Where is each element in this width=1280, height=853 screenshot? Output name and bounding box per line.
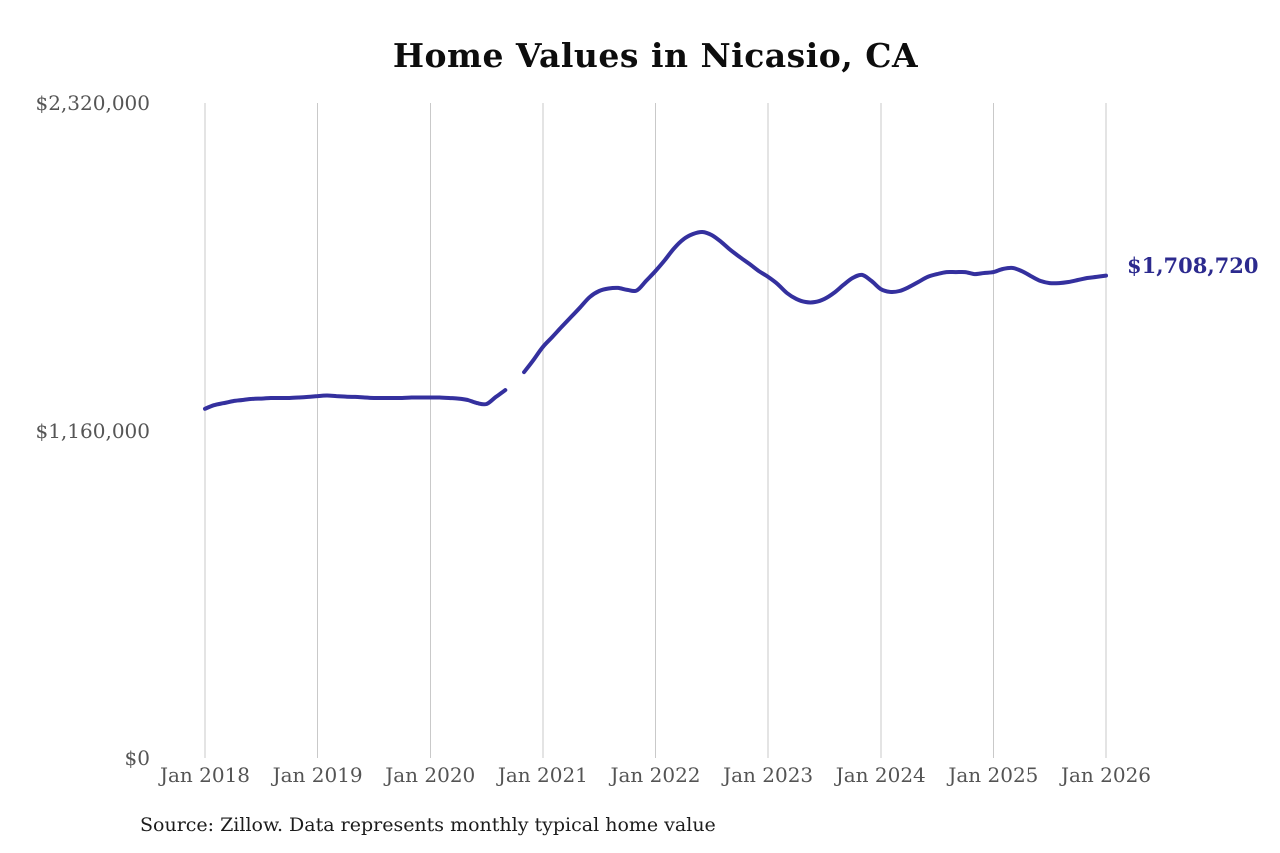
- current-value-label: $1,708,720: [1127, 253, 1259, 278]
- x-axis-tick-label: Jan 2025: [948, 763, 1039, 787]
- x-axis-tick-label: Jan 2022: [610, 763, 701, 787]
- home-value-line: [522, 229, 1108, 375]
- y-axis-tick-label: $1,160,000: [35, 418, 150, 443]
- x-axis-tick-label: Jan 2021: [497, 763, 588, 787]
- home-value-line: [203, 388, 508, 411]
- x-axis-tick-label: Jan 2023: [723, 763, 814, 787]
- x-axis-tick-label: Jan 2024: [835, 763, 926, 787]
- x-axis-tick-label: Jan 2020: [385, 763, 476, 787]
- x-axis-tick-label: Jan 2019: [272, 763, 363, 787]
- x-axis-tick-label: Jan 2018: [159, 763, 251, 787]
- y-axis-tick-label: $0: [124, 746, 150, 770]
- x-axis-tick-label: Jan 2026: [1060, 763, 1152, 787]
- chart-title: Home Values in Nicasio, CA: [392, 36, 919, 75]
- source-note: Source: Zillow. Data represents monthly …: [140, 814, 716, 836]
- y-axis-tick-label: $2,320,000: [35, 91, 150, 115]
